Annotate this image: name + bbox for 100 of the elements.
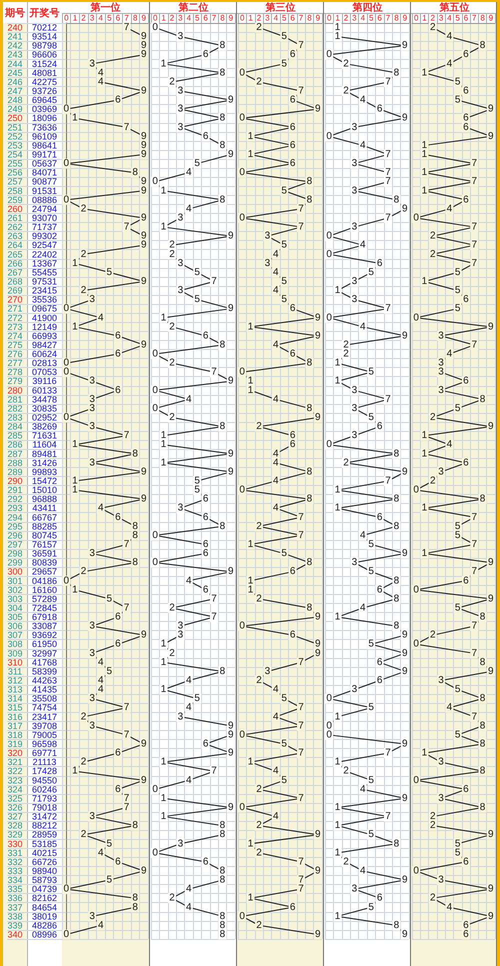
data-label: 6 bbox=[202, 330, 209, 342]
data-label: 8 bbox=[220, 820, 226, 832]
data-label: 9 bbox=[228, 748, 234, 759]
data-label: 8 bbox=[132, 167, 138, 178]
data-label: 8 bbox=[220, 40, 226, 52]
text: 09675 bbox=[32, 304, 58, 314]
y-tick-label: 278 bbox=[7, 367, 23, 378]
data-label: 7 bbox=[471, 620, 478, 632]
data-label: 6 bbox=[115, 784, 122, 795]
data-label: 8 bbox=[306, 194, 313, 206]
data-label: 9 bbox=[402, 330, 408, 342]
y-tick-label: 252 bbox=[7, 131, 23, 142]
data-label: 3 bbox=[352, 402, 358, 414]
data-label: 1 bbox=[422, 448, 428, 460]
data-label: 9 bbox=[488, 104, 494, 115]
data-label: 7 bbox=[124, 430, 130, 442]
text: 71793 bbox=[32, 793, 58, 804]
data-label: 2 bbox=[343, 58, 350, 70]
data-label: 7 bbox=[124, 602, 130, 614]
data-label: 6 bbox=[376, 104, 383, 115]
data-label: 7 bbox=[298, 856, 304, 868]
y-tick-label: 292 bbox=[7, 494, 23, 504]
data-label: 5 bbox=[454, 530, 461, 541]
data-label: 8 bbox=[306, 494, 313, 505]
data-label: 1 bbox=[248, 838, 254, 850]
data-label: 5 bbox=[368, 702, 374, 714]
y-tick-label: 244 bbox=[7, 58, 23, 69]
data-label: 2 bbox=[80, 248, 87, 260]
data-label: 1 bbox=[334, 285, 341, 296]
x-tick-label: 7 bbox=[472, 14, 478, 22]
data-label: 6 bbox=[115, 856, 122, 868]
data-label: 9 bbox=[228, 448, 234, 460]
text: 42275 bbox=[32, 76, 58, 87]
text: 98940 bbox=[32, 866, 58, 876]
data-label: 7 bbox=[298, 792, 304, 804]
data-label: 4 bbox=[273, 476, 280, 486]
y-tick-label: 317 bbox=[7, 720, 23, 731]
data-label: 1 bbox=[248, 892, 254, 904]
data-label: 7 bbox=[385, 167, 392, 178]
y-tick-label: 242 bbox=[7, 40, 23, 51]
data-label: 5 bbox=[281, 31, 288, 42]
data-label: 8 bbox=[480, 494, 486, 505]
data-label: 6 bbox=[290, 158, 296, 170]
data-label: 5 bbox=[194, 158, 200, 170]
data-label: 8 bbox=[220, 194, 226, 206]
data-label: 9 bbox=[315, 648, 322, 659]
y-tick-label: 256 bbox=[7, 168, 23, 178]
data-label: 7 bbox=[471, 711, 478, 722]
y-tick-label: 266 bbox=[7, 258, 23, 268]
data-label: 6 bbox=[115, 330, 122, 342]
data-label: 7 bbox=[124, 729, 130, 740]
data-label: 6 bbox=[290, 348, 296, 360]
data-label: 3 bbox=[264, 258, 271, 269]
data-label: 5 bbox=[454, 838, 461, 850]
text: 98798 bbox=[32, 40, 58, 51]
data-label: 7 bbox=[211, 593, 218, 604]
data-label: 9 bbox=[140, 738, 147, 750]
y-tick-label: 243 bbox=[7, 50, 23, 60]
y-tick-label: 287 bbox=[7, 448, 23, 459]
text: 34478 bbox=[32, 394, 58, 404]
y-tick-label: 336 bbox=[7, 893, 23, 904]
text: 98641 bbox=[32, 140, 58, 150]
y-tick-label: 245 bbox=[7, 68, 23, 78]
data-label: 3 bbox=[352, 384, 358, 396]
y-tick-label: 340 bbox=[7, 929, 23, 940]
data-label: 1 bbox=[72, 258, 78, 269]
x-tick-label: 9 bbox=[488, 14, 494, 22]
data-label: 9 bbox=[228, 466, 234, 478]
data-label: 6 bbox=[202, 738, 209, 750]
data-label: 9 bbox=[140, 140, 147, 151]
y-axis-title: 期号 bbox=[4, 7, 25, 19]
text: 89481 bbox=[32, 448, 58, 459]
data-label: 0 bbox=[152, 176, 158, 188]
text: 15472 bbox=[32, 476, 58, 486]
data-label: 4 bbox=[273, 339, 280, 350]
text: 41900 bbox=[32, 312, 58, 323]
data-label: 0 bbox=[239, 112, 246, 124]
data-label: 1 bbox=[248, 584, 254, 596]
text: 24794 bbox=[32, 204, 58, 214]
data-label: 1 bbox=[248, 321, 254, 332]
data-label: 1 bbox=[160, 811, 167, 822]
data-label: 1 bbox=[334, 376, 341, 387]
data-label: 5 bbox=[281, 240, 288, 251]
y-tick-label: 303 bbox=[7, 594, 23, 604]
y-tick-label: 263 bbox=[7, 231, 23, 242]
data-label: 3 bbox=[352, 294, 358, 306]
x-tick-label: 0 bbox=[240, 14, 245, 22]
data-label: 8 bbox=[480, 40, 486, 52]
data-label: 7 bbox=[471, 648, 478, 659]
data-label: 9 bbox=[488, 884, 494, 895]
text: 71737 bbox=[32, 222, 58, 232]
data-label: 6 bbox=[376, 892, 383, 904]
y-tick-label: 310 bbox=[7, 657, 23, 668]
data-label: 8 bbox=[480, 394, 486, 405]
data-label: 6 bbox=[376, 258, 383, 269]
data-label: 5 bbox=[368, 638, 374, 650]
data-label: 6 bbox=[202, 130, 209, 142]
data-label: 1 bbox=[334, 756, 341, 768]
y-tick-label: 316 bbox=[7, 712, 23, 722]
data-label: 1 bbox=[160, 58, 167, 70]
